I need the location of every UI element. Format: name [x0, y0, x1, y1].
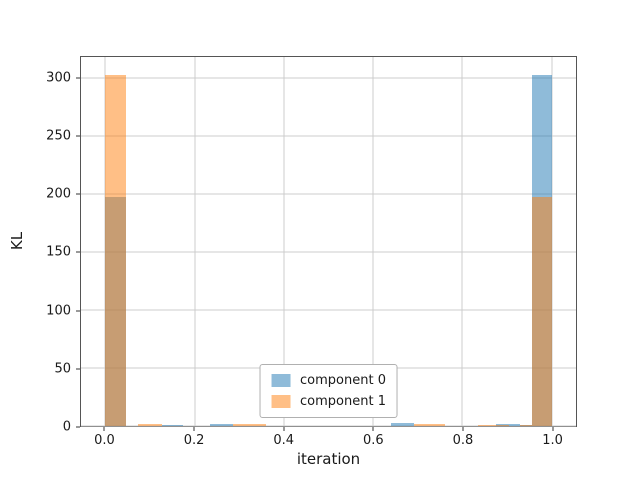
x-tick	[462, 427, 464, 431]
x-tick	[193, 427, 195, 431]
gridline	[81, 193, 576, 195]
legend-label-component-1: component 1	[300, 394, 386, 409]
x-axis: 0.0 0.2 0.4 0.6 0.8 1.0	[80, 427, 577, 461]
y-tick	[76, 193, 80, 195]
y-tick	[76, 135, 80, 137]
histogram-bar	[210, 423, 234, 426]
gridline	[461, 57, 463, 426]
y-tick-label: 0	[62, 419, 71, 435]
histogram-bar	[137, 424, 163, 426]
x-tick	[103, 427, 105, 431]
x-tick-label: 0.4	[273, 433, 295, 448]
y-tick	[76, 426, 80, 428]
y-axis: 0 50 100 150 200 250 300	[0, 56, 80, 434]
gridline	[372, 57, 374, 426]
gridline	[283, 57, 285, 426]
gridline	[551, 57, 553, 426]
bars-layer	[81, 57, 576, 426]
x-tick	[283, 427, 285, 431]
y-tick-label: 150	[46, 244, 71, 260]
legend-label-component-0: component 0	[300, 373, 386, 388]
legend-swatch-component-0	[271, 374, 291, 387]
x-tick	[552, 427, 554, 431]
x-tick-label: 0.0	[94, 433, 115, 448]
y-tick-label: 250	[46, 128, 71, 144]
gridline	[81, 425, 576, 427]
gridline	[81, 77, 576, 79]
x-tick-label: 1.0	[542, 433, 563, 448]
y-tick-label: 300	[46, 70, 71, 86]
histogram-bar	[162, 424, 184, 426]
histogram-bar	[390, 423, 415, 426]
plot-area: component 0 component 1	[80, 56, 577, 427]
x-axis-label: iteration	[296, 450, 361, 468]
gridline	[81, 309, 576, 311]
x-tick	[372, 427, 374, 431]
y-tick-label: 50	[54, 361, 71, 377]
y-tick	[76, 251, 80, 253]
x-tick-label: 0.2	[183, 433, 205, 448]
y-tick	[76, 310, 80, 312]
gridline	[81, 135, 576, 137]
legend: component 0 component 1	[259, 364, 398, 418]
legend-item-component-0: component 0	[271, 373, 386, 388]
x-tick-label: 0.8	[452, 433, 474, 448]
histogram-bar	[478, 424, 510, 426]
legend-item-component-1: component 1	[271, 394, 386, 409]
y-tick-label: 200	[46, 186, 71, 202]
gridline	[81, 251, 576, 253]
y-tick	[76, 368, 80, 370]
y-tick-label: 100	[46, 303, 71, 319]
legend-swatch-component-1	[271, 395, 291, 408]
histogram-bar	[531, 196, 552, 426]
histogram-bar	[105, 74, 126, 426]
y-tick	[76, 77, 80, 79]
gridline	[194, 57, 196, 426]
y-axis-label: KL	[8, 231, 26, 251]
histogram-bar	[414, 423, 446, 426]
x-tick-label: 0.6	[362, 433, 384, 448]
histogram-bar	[519, 424, 532, 426]
histogram-bar	[233, 423, 266, 426]
